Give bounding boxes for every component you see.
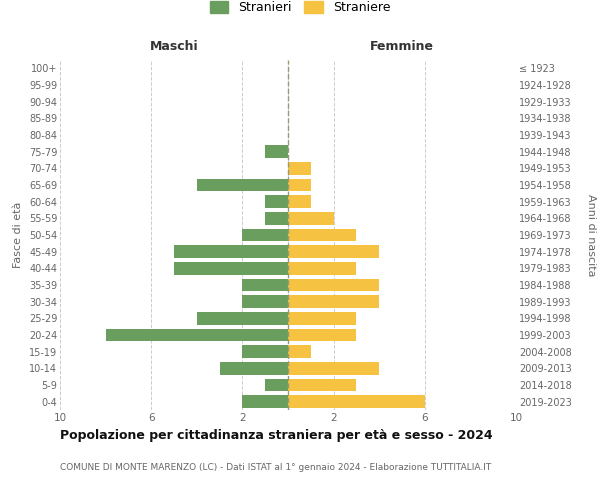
Bar [288,162,311,174]
Bar [265,146,288,158]
Bar [288,329,356,341]
Bar [288,279,379,291]
Bar [288,346,311,358]
Bar [220,362,288,374]
Bar [288,296,379,308]
Bar [265,212,288,224]
Bar [288,212,334,224]
Bar [106,329,288,341]
Bar [288,362,379,374]
Bar [242,346,288,358]
Bar [174,262,288,274]
Text: Popolazione per cittadinanza straniera per età e sesso - 2024: Popolazione per cittadinanza straniera p… [60,430,493,442]
Legend: Stranieri, Straniere: Stranieri, Straniere [205,0,395,19]
Bar [265,379,288,391]
Bar [288,312,356,324]
Bar [265,196,288,208]
Bar [242,296,288,308]
Bar [242,279,288,291]
Y-axis label: Fasce di età: Fasce di età [13,202,23,268]
Text: Femmine: Femmine [370,40,434,52]
Bar [197,312,288,324]
Text: Maschi: Maschi [149,40,199,52]
Bar [288,262,356,274]
Text: COMUNE DI MONTE MARENZO (LC) - Dati ISTAT al 1° gennaio 2024 - Elaborazione TUTT: COMUNE DI MONTE MARENZO (LC) - Dati ISTA… [60,464,491,472]
Y-axis label: Anni di nascita: Anni di nascita [586,194,596,276]
Bar [288,379,356,391]
Bar [288,196,311,208]
Bar [174,246,288,258]
Bar [288,179,311,191]
Bar [197,179,288,191]
Bar [242,229,288,241]
Bar [288,229,356,241]
Bar [288,246,379,258]
Bar [288,396,425,408]
Bar [242,396,288,408]
